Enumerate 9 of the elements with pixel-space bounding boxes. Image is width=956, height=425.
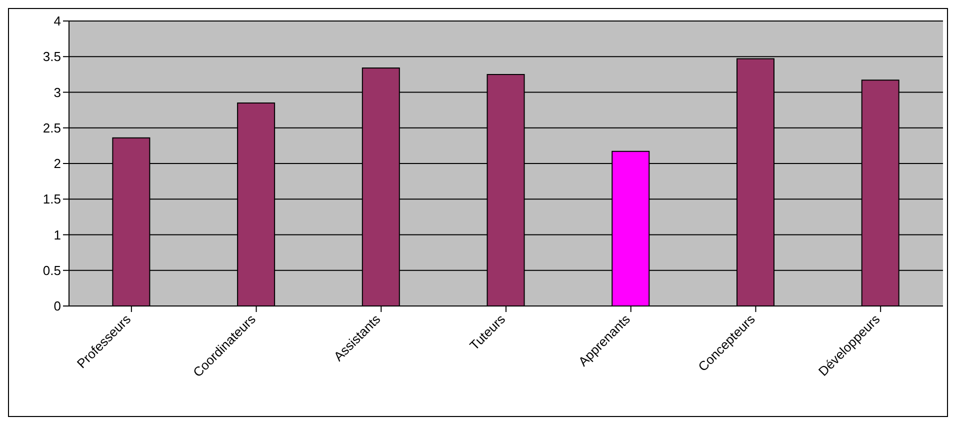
y-tick-label: 3.5 [42,49,61,64]
y-tick-label: 0.5 [42,262,61,278]
y-tick-label: 4 [54,14,61,29]
y-tick-label: 2 [54,156,61,172]
y-tick-label: 3 [54,84,61,100]
y-tick-label: 2.5 [42,120,61,136]
y-tick-label: 1 [54,227,61,242]
y-tick-label: 1.5 [42,192,61,207]
y-tick-label: 0 [54,298,61,314]
